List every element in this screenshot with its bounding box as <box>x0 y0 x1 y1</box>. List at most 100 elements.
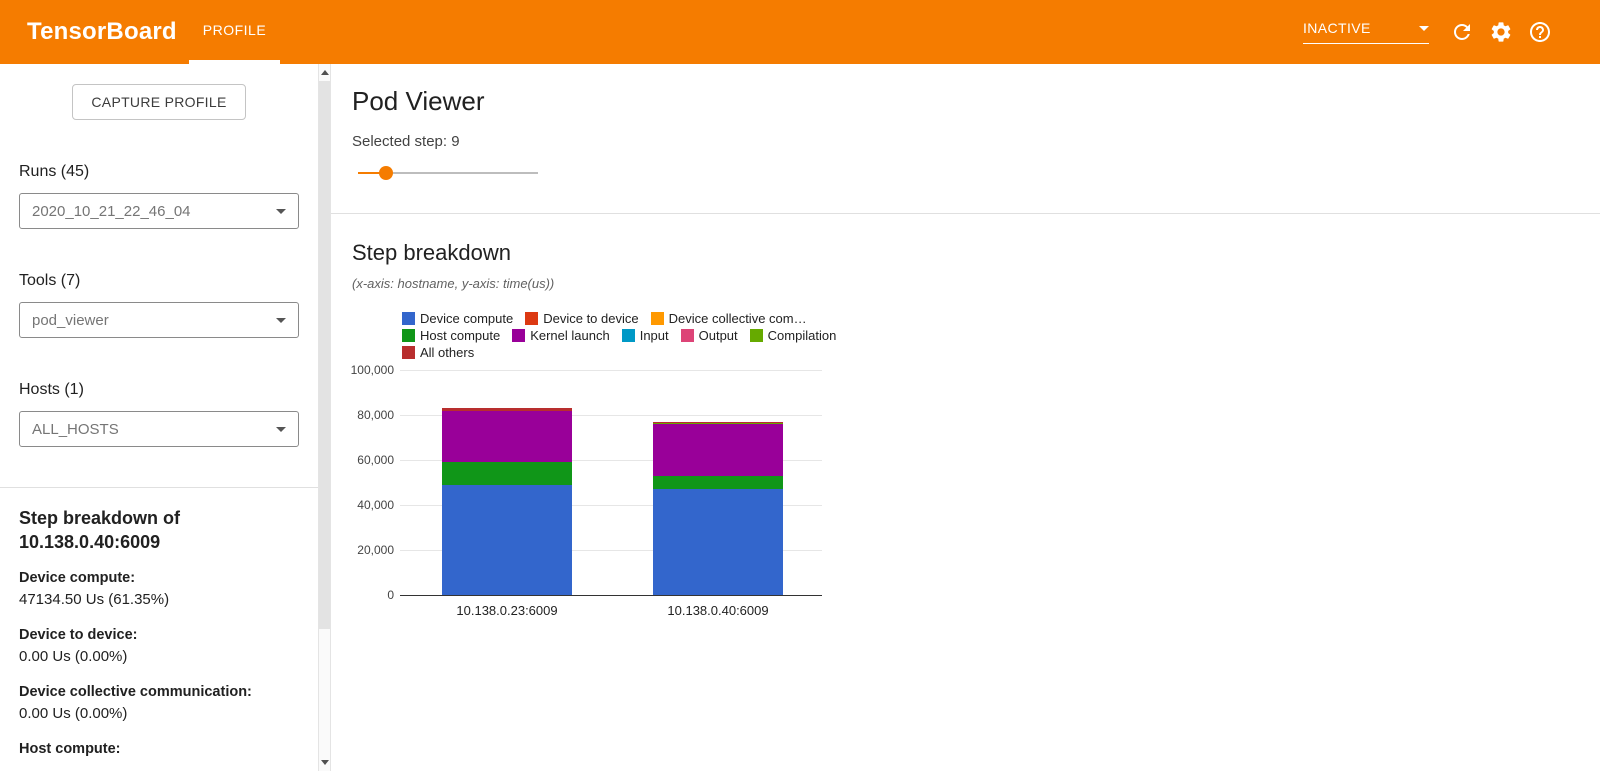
legend-swatch <box>402 312 415 325</box>
legend-item: Kernel launch <box>512 328 610 343</box>
y-tick-label: 40,000 <box>357 498 394 512</box>
legend-swatch <box>650 312 664 325</box>
legend-label: Output <box>698 328 738 343</box>
slider-track[interactable] <box>358 172 538 174</box>
hosts-label: Hosts (1) <box>19 381 84 398</box>
legend-item: Input <box>621 328 669 343</box>
legend-swatch <box>680 329 694 342</box>
step-breakdown-heading: Step breakdown of 10.138.0.40:6009 <box>19 508 181 552</box>
step-slider[interactable] <box>358 166 538 180</box>
hosts-select[interactable]: ALL_HOSTS <box>19 411 299 447</box>
scrollbar-thumb[interactable] <box>319 81 330 629</box>
section-divider <box>331 213 1600 214</box>
legend-label: Host compute <box>420 328 501 343</box>
triangle-down-icon <box>320 760 329 765</box>
run-status-value: INACTIVE <box>1303 20 1371 36</box>
detail-value: 0.00 Us (0.00%) <box>19 648 128 665</box>
bar-segment[interactable] <box>442 484 572 595</box>
bar-segment[interactable] <box>653 488 783 595</box>
legend-swatch <box>402 346 415 359</box>
gear-icon <box>1491 22 1511 42</box>
refresh-button[interactable] <box>1450 20 1474 44</box>
tools-select[interactable]: pod_viewer <box>19 302 299 338</box>
legend-item: All others <box>402 345 474 360</box>
detail-label: Device compute: <box>19 570 136 586</box>
legend-swatch <box>512 329 526 342</box>
sidebar: CAPTURE PROFILE Runs (45) 2020_10_21_22_… <box>0 64 318 771</box>
bar-segment[interactable] <box>442 408 572 411</box>
tools-select-value: pod_viewer <box>32 311 109 329</box>
legend-item: Device collective communication <box>650 311 817 326</box>
scrollbar-down-arrow[interactable] <box>319 756 330 769</box>
scrollbar-up-arrow[interactable] <box>319 66 330 79</box>
settings-button[interactable] <box>1489 20 1513 44</box>
chevron-down-icon <box>276 426 286 432</box>
chevron-down-icon <box>1419 25 1429 31</box>
detail-value: 0.00 Us (0.00%) <box>19 705 128 722</box>
runs-select-value: 2020_10_21_22_46_04 <box>32 202 191 220</box>
selected-step-label: Selected step: 9 <box>352 133 460 150</box>
y-axis: 0 20,000 40,000 60,000 80,000 100,000 <box>351 363 400 602</box>
capture-profile-button[interactable]: CAPTURE PROFILE <box>72 84 246 120</box>
legend-label: Device collective communication <box>668 311 817 326</box>
gridline <box>400 595 822 596</box>
runs-label: Runs (45) <box>19 163 90 180</box>
detail-label: Device collective communication: <box>19 684 252 700</box>
main-panel: Pod Viewer Selected step: 9 Step breakdo… <box>331 64 1600 771</box>
legend-swatch <box>621 329 635 342</box>
slider-handle[interactable] <box>378 166 393 180</box>
gridline <box>400 370 822 371</box>
legend-swatch <box>749 329 763 342</box>
chevron-down-icon <box>276 317 286 323</box>
bar-segment[interactable] <box>653 475 783 489</box>
hosts-select-value: ALL_HOSTS <box>32 420 119 438</box>
run-status-select[interactable]: INACTIVE <box>1303 20 1429 44</box>
app-header: TensorBoard PROFILE INACTIVE <box>0 0 1600 64</box>
detail-label: Host compute: <box>19 741 121 757</box>
refresh-icon <box>1454 24 1470 40</box>
help-icon <box>1530 22 1550 42</box>
app-title: TensorBoard <box>27 18 177 45</box>
bar-segment[interactable] <box>653 423 783 425</box>
legend-item: Output <box>680 328 738 343</box>
y-tick-label: 0 <box>387 588 394 602</box>
gridline <box>400 550 822 551</box>
help-button[interactable] <box>1528 20 1552 44</box>
gridline <box>400 460 822 461</box>
bar-segment[interactable] <box>653 422 783 424</box>
step-breakdown-chart: Device compute Device to device Device col… <box>351 311 837 618</box>
header-actions: INACTIVE <box>1303 0 1552 64</box>
legend-label: Compilation <box>767 328 837 343</box>
legend-label: Device compute <box>420 311 514 326</box>
bar-segment[interactable] <box>442 462 572 485</box>
bar-segment[interactable] <box>442 410 572 412</box>
sidebar-divider <box>0 487 318 488</box>
legend-label: Kernel launch <box>530 328 610 343</box>
stacked-bar[interactable] <box>442 408 572 595</box>
detail-item: Device collective communication: 0.00 Us… <box>19 681 299 725</box>
section-title: Step breakdown <box>352 240 511 265</box>
gridline <box>400 505 822 506</box>
legend-item: Device to device <box>525 311 639 326</box>
legend-item: Compilation <box>749 328 837 343</box>
detail-item: Device to device: 0.00 Us (0.00%) <box>19 624 299 668</box>
gridline <box>400 415 822 416</box>
stacked-bar[interactable] <box>653 422 783 595</box>
chevron-down-icon <box>276 208 286 214</box>
sidebar-scrollbar[interactable] <box>318 64 331 771</box>
y-tick-label: 20,000 <box>357 543 394 557</box>
legend-label: All others <box>420 345 475 360</box>
legend-item: Host compute <box>402 328 500 343</box>
runs-select[interactable]: 2020_10_21_22_46_04 <box>19 193 299 229</box>
content-row: CAPTURE PROFILE Runs (45) 2020_10_21_22_… <box>0 64 1600 771</box>
tab-profile[interactable]: PROFILE <box>188 0 281 64</box>
section-subtitle: (x-axis: hostname, y-axis: time(us)) <box>352 276 555 291</box>
plot-row: 0 20,000 40,000 60,000 80,000 100,000 10.138.… <box>351 363 832 618</box>
slider-fill <box>358 172 386 174</box>
bar-segment[interactable] <box>653 424 783 476</box>
y-tick-label: 60,000 <box>357 453 394 467</box>
bar-segment[interactable] <box>442 411 572 463</box>
bar-plot: 10.138.0.23:6009 10.138.0.40:6009 <box>400 370 822 618</box>
detail-label: Device to device: <box>19 627 138 643</box>
